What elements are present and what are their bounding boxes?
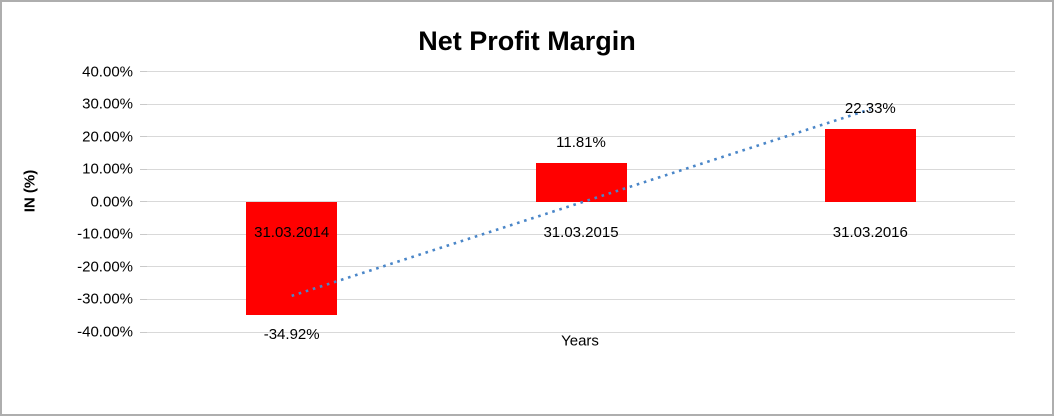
y-axis-tick <box>140 71 147 72</box>
chart-title: Net Profit Margin <box>418 26 636 56</box>
gridline <box>147 298 1015 300</box>
y-tick-label: 30.00% <box>82 95 133 113</box>
y-axis-tick <box>140 233 147 235</box>
bar-data-label: 11.81% <box>556 134 606 152</box>
bar <box>246 201 338 316</box>
category-label: 31.03.2014 <box>254 224 330 241</box>
category-label: 31.03.2016 <box>832 224 908 241</box>
y-tick-label: 20.00% <box>82 128 133 146</box>
y-tick-label: -40.00% <box>77 323 133 341</box>
y-axis-tick <box>140 331 147 333</box>
bar-data-label: -34.92% <box>263 326 320 344</box>
y-axis-tick <box>140 298 147 300</box>
bar-data-label: 22.33% <box>844 100 896 118</box>
y-tick-label: -10.00% <box>77 225 133 243</box>
bar <box>535 163 627 202</box>
y-axis-tick <box>140 136 147 138</box>
gridline <box>147 71 1015 72</box>
bar <box>824 129 916 202</box>
x-axis-title: Years <box>561 332 599 350</box>
y-axis-tick <box>140 266 147 268</box>
y-tick-label: 10.00% <box>82 160 133 178</box>
y-axis-tick <box>140 201 147 203</box>
y-tick-label: -20.00% <box>77 258 133 276</box>
y-axis-tick <box>140 168 147 170</box>
category-label: 31.03.2015 <box>543 224 619 241</box>
gridline <box>147 331 1015 333</box>
y-tick-label: 40.00% <box>82 63 133 80</box>
y-tick-label: -30.00% <box>77 290 133 308</box>
y-axis-tick <box>140 103 147 105</box>
y-tick-label: 0.00% <box>90 193 133 211</box>
gridline <box>147 103 1015 105</box>
